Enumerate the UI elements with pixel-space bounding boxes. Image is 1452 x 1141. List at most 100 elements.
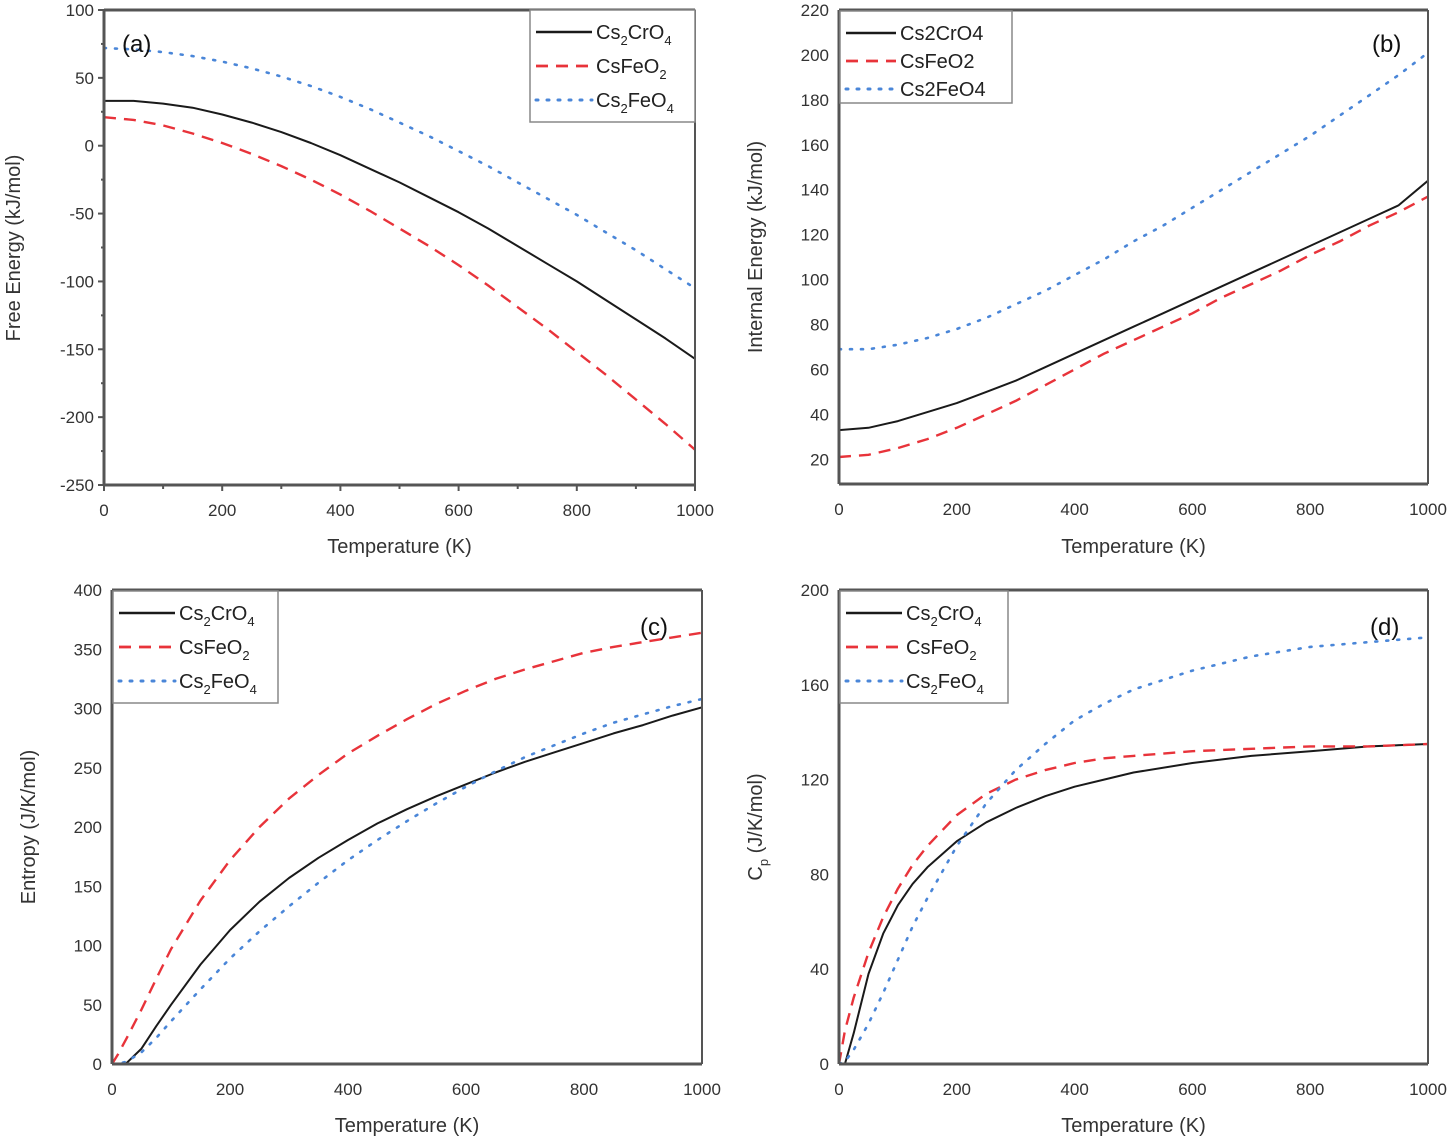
legend-label: CsFeO2	[179, 637, 250, 663]
x-tick-label: 1000	[676, 501, 714, 520]
legend-label: Cs2FeO4	[179, 671, 257, 697]
legend-subscript: 4	[664, 33, 671, 48]
x-tick-label: 400	[1060, 1080, 1088, 1099]
legend-subscript: 4	[977, 682, 984, 697]
y-tick-label: 80	[810, 865, 829, 884]
legend-label-part: FeO	[211, 671, 250, 693]
x-axis-title: Temperature (K)	[1061, 536, 1206, 558]
y-tick-label: -250	[60, 476, 94, 495]
x-tick-label: 600	[444, 501, 472, 520]
legend-subscript: 2	[203, 614, 210, 629]
y-tick-label: 200	[801, 581, 829, 600]
panel-a: 0 200 400 600 800 1000 -250 -200 -150 -100 -50 0 50 1…	[3, 1, 714, 558]
y-tick-label: 40	[810, 405, 829, 424]
legend-subscript: 2	[930, 682, 937, 697]
legend-label: CsFeO2	[906, 637, 977, 663]
legend-subscript: 2	[242, 648, 249, 663]
x-tick-label: 400	[334, 1080, 362, 1099]
legend-label-part: CrO	[628, 22, 665, 44]
x-tick-label: 200	[943, 500, 971, 519]
series-line-CsFeO2	[112, 631, 702, 1064]
series-line-Cs2FeO4	[839, 51, 1428, 351]
y-tick-label: 200	[74, 818, 102, 837]
x-tick-label: 0	[834, 500, 843, 519]
x-tick-label: 800	[570, 1080, 598, 1099]
y-tick-label: 0	[93, 1055, 102, 1074]
panel-label: (d)	[1370, 614, 1399, 641]
x-tick-label: 800	[563, 501, 591, 520]
y-tick-label: -100	[60, 272, 94, 291]
y-tick-label: 50	[83, 996, 102, 1015]
legend-subscript: 2	[969, 648, 976, 663]
series-line-Cs2FeO4	[839, 636, 1428, 1064]
y-tick-label: 400	[74, 581, 102, 600]
panel-c: 0 200 400 600 800 1000 0 50 100 150 200 250 300 350 40…	[18, 581, 721, 1137]
y-tick-label: 100	[66, 1, 94, 20]
y-tick-label: 140	[801, 181, 829, 200]
legend-label: CsFeO2	[900, 51, 974, 73]
series-line-CsFeO2	[104, 116, 695, 451]
legend-label: Cs2FeO4	[906, 671, 984, 697]
series-line-Cs2FeO4	[104, 46, 695, 290]
legend-label-part: CrO	[938, 603, 975, 625]
legend-label: Cs2CrO4	[596, 22, 672, 48]
x-axis-title: Temperature (K)	[1061, 1115, 1206, 1137]
series-line-Cs2CrO4	[839, 179, 1428, 432]
x-tick-label: 1000	[683, 1080, 721, 1099]
y-axis-title: Free Energy (kJ/mol)	[3, 155, 25, 342]
legend-label-part: CsFeO	[906, 637, 969, 659]
x-tick-label: 1000	[1409, 1080, 1447, 1099]
x-tick-label: 600	[452, 1080, 480, 1099]
legend-label-part: FeO	[938, 671, 977, 693]
series-line-Cs2CrO4	[839, 743, 1428, 1064]
y-axis-title-part: (J/K/mol)	[745, 773, 767, 859]
y-tick-label: 180	[801, 91, 829, 110]
y-tick-label: 0	[85, 137, 94, 156]
legend-label-part: Cs	[596, 90, 620, 112]
y-tick-label: 60	[810, 360, 829, 379]
x-tick-label: 0	[834, 1080, 843, 1099]
legend-label-part: CrO	[211, 603, 248, 625]
legend-label: Cs2FeO4	[596, 90, 674, 116]
y-tick-label: 160	[801, 136, 829, 155]
y-axis-title: Entropy (J/K/mol)	[18, 750, 40, 904]
legend-label-part: Cs	[906, 603, 930, 625]
panel-label: (a)	[122, 31, 151, 58]
series-line-CsFeO2	[839, 742, 1428, 1064]
x-tick-label: 200	[943, 1080, 971, 1099]
legend-label-part: CsFeO	[179, 637, 242, 659]
x-tick-label: 200	[208, 501, 236, 520]
y-tick-label: -150	[60, 340, 94, 359]
legend-subscript: 4	[667, 101, 674, 116]
legend-label-part: Cs	[906, 671, 930, 693]
panel-b: 0 200 400 600 800 1000 20 40 60 80 100 120 140 160 180…	[745, 1, 1447, 558]
legend-subscript: 2	[659, 67, 666, 82]
y-tick-label: 20	[810, 450, 829, 469]
legend-label-part: Cs	[179, 603, 203, 625]
x-tick-label: 600	[1178, 500, 1206, 519]
legend-label-part: Cs	[179, 671, 203, 693]
y-tick-label: 160	[801, 676, 829, 695]
legend-subscript: 4	[250, 682, 257, 697]
x-tick-label: 800	[1296, 1080, 1324, 1099]
legend-label: Cs2CrO4	[900, 23, 983, 45]
legend-label-part: FeO	[628, 90, 667, 112]
series-line-Cs2CrO4	[104, 99, 695, 360]
y-tick-label: 220	[801, 1, 829, 20]
y-tick-label: 200	[801, 46, 829, 65]
legend-subscript: 2	[620, 101, 627, 116]
y-tick-label: 100	[801, 271, 829, 290]
y-axis-title-subscript: p	[756, 859, 771, 866]
panel-label: (b)	[1372, 31, 1401, 58]
legend-subscript: 2	[930, 614, 937, 629]
legend-label: CsFeO2	[596, 56, 667, 82]
x-axis-title: Temperature (K)	[335, 1115, 480, 1137]
panel-d: 0 200 400 600 800 1000 0 40 80 120 160 200 Temperatu…	[745, 581, 1447, 1137]
y-tick-label: 250	[74, 759, 102, 778]
legend-subscript: 2	[203, 682, 210, 697]
